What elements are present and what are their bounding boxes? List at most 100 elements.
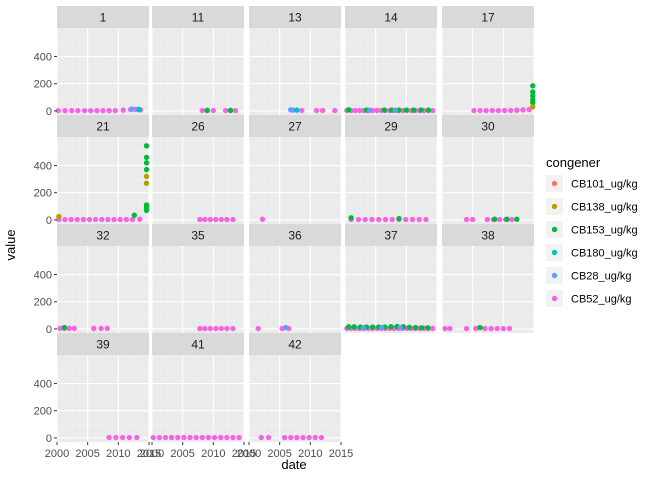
y-tick-label: 200 — [34, 188, 52, 200]
data-point — [143, 207, 150, 214]
facet-label: 14 — [384, 11, 398, 25]
data-point — [501, 107, 508, 114]
x-tick-label: 2005 — [267, 448, 291, 460]
data-point — [403, 216, 409, 223]
data-point — [98, 325, 104, 332]
data-point — [62, 107, 68, 114]
data-point — [112, 107, 118, 114]
facet-label: 21 — [96, 120, 110, 134]
data-point — [412, 324, 419, 331]
data-point — [74, 216, 80, 223]
facet-strip — [57, 6, 149, 28]
y-tick-label: 200 — [34, 297, 52, 309]
data-point — [360, 324, 367, 331]
data-point — [143, 180, 150, 186]
data-point — [86, 216, 93, 223]
data-point — [526, 106, 532, 113]
x-tick-label: 2005 — [170, 448, 194, 460]
facet-label: 1 — [100, 11, 107, 25]
data-point — [430, 107, 436, 114]
data-point — [530, 93, 536, 99]
data-point — [265, 434, 272, 441]
data-point — [255, 325, 261, 332]
x-tick-label: 2005 — [75, 448, 99, 460]
facet-strip — [152, 333, 244, 355]
facet-strip — [152, 6, 244, 28]
data-point — [318, 434, 325, 441]
data-point — [369, 324, 376, 330]
facet-strip — [345, 115, 437, 137]
facet-strip — [345, 224, 437, 246]
data-point — [117, 216, 123, 223]
legend-title: congener — [546, 155, 601, 170]
data-point — [68, 216, 74, 223]
facet-strip — [249, 224, 341, 246]
data-point — [202, 325, 208, 332]
data-point — [332, 107, 338, 114]
data-point — [351, 324, 357, 330]
y-tick-label: 0 — [46, 106, 52, 118]
data-point — [75, 107, 81, 114]
data-point — [62, 216, 68, 223]
data-point — [514, 107, 520, 113]
data-point — [106, 434, 112, 441]
facet-label: 38 — [481, 229, 495, 243]
x-tick-label: 2010 — [106, 448, 130, 460]
facet-label: 17 — [481, 11, 495, 25]
data-point — [507, 107, 514, 114]
data-point — [288, 434, 294, 441]
data-point — [530, 83, 536, 89]
data-point — [352, 107, 359, 114]
data-point — [319, 107, 326, 114]
data-point — [409, 216, 416, 223]
data-point — [397, 324, 403, 331]
data-point — [143, 154, 150, 161]
legend-label: CB180_ug/kg — [571, 248, 638, 260]
data-point — [199, 107, 205, 114]
data-point — [520, 107, 526, 113]
data-point — [230, 434, 236, 441]
y-tick-label: 400 — [34, 270, 52, 282]
data-point — [71, 325, 77, 332]
facet-label: 32 — [96, 229, 110, 243]
data-point — [348, 215, 354, 221]
data-point — [300, 434, 306, 441]
data-point — [423, 216, 429, 223]
legend-swatch — [551, 226, 558, 233]
facet-strip — [57, 115, 149, 137]
y-tick-label: 0 — [46, 215, 52, 227]
data-point — [80, 216, 87, 223]
data-point — [492, 216, 498, 222]
data-point — [55, 107, 61, 114]
x-tick-label: 2000 — [140, 448, 164, 460]
data-point — [425, 325, 431, 331]
data-point — [379, 324, 385, 331]
facet-label: 27 — [288, 120, 302, 134]
data-point — [388, 324, 394, 330]
legend-label: CB153_ug/kg — [571, 225, 638, 237]
data-point — [376, 216, 382, 223]
data-point — [425, 107, 432, 113]
data-point — [416, 216, 422, 223]
data-point — [506, 325, 513, 332]
facet-strip — [152, 115, 244, 137]
legend-swatch — [551, 272, 558, 279]
data-point — [143, 166, 150, 173]
data-point — [299, 107, 305, 114]
data-point — [227, 107, 234, 114]
data-point — [134, 434, 140, 441]
data-point — [162, 434, 169, 441]
data-point — [137, 216, 143, 222]
facet-strip — [152, 224, 244, 246]
x-tick-label: 2000 — [45, 448, 69, 460]
legend-label: CB101_ug/kg — [571, 179, 638, 191]
data-point — [345, 324, 352, 330]
legend-swatch — [551, 180, 558, 187]
data-point — [99, 216, 105, 223]
legend-swatch — [551, 295, 558, 302]
data-point — [389, 216, 395, 223]
data-point — [113, 434, 119, 441]
data-point — [91, 325, 97, 332]
data-point — [104, 325, 110, 332]
